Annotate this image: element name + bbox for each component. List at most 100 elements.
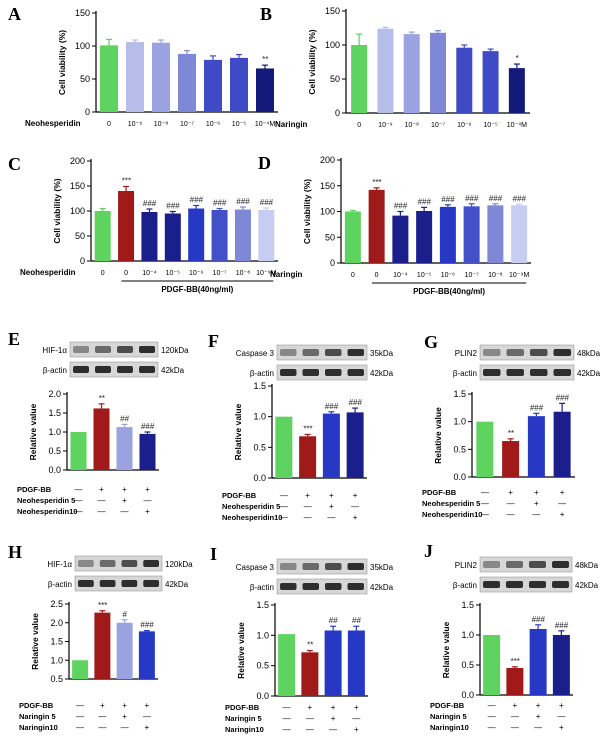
y-tick-label: 50 [75, 231, 85, 241]
significance-label: ### [555, 393, 569, 402]
blot-band [280, 563, 297, 570]
x-tick-label: 10⁻⁵ [232, 121, 246, 128]
y-tick-label: 50 [80, 74, 90, 84]
significance-label: ### [348, 398, 362, 407]
treatment-mark: + [122, 496, 127, 505]
treatment-mark: + [534, 499, 539, 508]
blot-band [95, 366, 111, 373]
significance-label: ### [213, 199, 227, 208]
x-tick-label: 10⁻⁴M [255, 121, 275, 128]
blot-band [302, 369, 319, 376]
x-tick-label: 10⁻⁴ [142, 270, 157, 277]
blot-band [121, 560, 138, 567]
bar [527, 416, 545, 477]
blot-band [302, 349, 319, 356]
bar [430, 32, 446, 114]
x-tick-label: 10⁻⁷ [431, 122, 445, 129]
x-axis-label: Neohesperidin [25, 119, 81, 128]
bar [204, 59, 222, 112]
bar [552, 635, 570, 695]
treatment-mark: — [352, 714, 360, 723]
bar [344, 211, 361, 263]
treatment-mark: — [304, 513, 312, 522]
y-tick-label: 1.5 [461, 600, 474, 610]
bar [377, 28, 394, 113]
blot-band [325, 369, 342, 376]
panel-j: J 0.0 0.5 1.0 1.5 Relative value *** ### ### PDGF… [424, 541, 599, 732]
significance-label: ### [465, 194, 479, 203]
group-label: PDGF-BB(40ng/ml) [161, 285, 233, 294]
significance-label: ### [190, 196, 204, 205]
significance-label: ** [307, 641, 314, 650]
blot-band [302, 563, 319, 570]
y-tick-label: 50 [330, 74, 340, 84]
bar [116, 622, 133, 679]
treatment-label: PDGF-BB [19, 701, 54, 710]
y-axis-label: Relative value [441, 621, 451, 678]
treatment-label: Neohesperidin10 [422, 510, 482, 519]
treatment-mark: — [351, 502, 359, 511]
blot-band [552, 581, 569, 588]
x-tick-label: 10⁻⁷ [465, 272, 479, 279]
treatment-mark: — [98, 507, 106, 516]
blot-strip [69, 361, 159, 378]
treatment-label: PDGF-BB [17, 485, 52, 494]
bar [178, 53, 196, 112]
y-tick-label: 0.0 [253, 473, 266, 483]
treatment-mark: — [488, 723, 496, 732]
bar [483, 635, 501, 695]
bar [502, 441, 520, 477]
significance-label: ### [394, 202, 408, 211]
blot-band [506, 581, 523, 588]
significance-label: ** [508, 429, 515, 438]
y-tick-label: 150 [320, 181, 335, 191]
blot-band [347, 369, 364, 376]
blot-band [325, 583, 342, 590]
treatment-mark: + [329, 491, 334, 500]
y-axis-label: Relative value [236, 622, 246, 679]
bar [152, 42, 170, 113]
x-tick-label: 0 [375, 272, 379, 279]
y-tick-label: 150 [325, 6, 340, 16]
significance-label: ### [489, 194, 503, 203]
treatment-mark: + [559, 723, 564, 732]
bar [139, 433, 156, 470]
bar [508, 68, 525, 113]
significance-label: *** [510, 657, 520, 666]
x-tick-label: 0 [351, 272, 355, 279]
y-tick-label: 200 [320, 155, 335, 165]
panel-c: C 0 50 100 150 200 Cell viability (%) 0 *** 0 ### 1… [8, 154, 278, 294]
blot-protein-label: HIF-1α [42, 346, 67, 355]
bar [275, 416, 293, 478]
bar [278, 634, 296, 696]
treatment-mark: — [76, 723, 84, 732]
treatment-mark: + [99, 485, 104, 494]
treatment-mark: — [507, 510, 515, 519]
treatment-mark: + [508, 488, 513, 497]
bar [93, 408, 110, 470]
bar [126, 42, 144, 112]
treatment-mark: — [144, 496, 152, 505]
significance-label: ### [531, 615, 545, 624]
blot-strip [74, 575, 163, 592]
treatment-label: PDGF-BB [225, 703, 260, 712]
x-axis-label: Neohesperidin [20, 268, 76, 277]
blot-band [95, 346, 111, 353]
significance-label: ### [166, 202, 180, 211]
y-tick-label: 1.5 [50, 637, 63, 647]
treatment-mark: + [305, 491, 310, 500]
bar [553, 411, 571, 477]
treatment-label: Neohesperidin10 [222, 513, 282, 522]
y-tick-label: 0.5 [453, 444, 466, 454]
bar [403, 34, 420, 114]
treatment-mark: + [536, 701, 541, 710]
y-tick-label: 1.0 [453, 417, 466, 427]
panel-letter: B [260, 4, 272, 24]
treatment-label: Naringin10 [430, 723, 469, 732]
treatment-label: Neohesperidin 5 [17, 496, 75, 505]
blot-protein-label: β-actin [43, 366, 67, 375]
bar [368, 189, 385, 263]
x-tick-label: 10⁻⁹ [378, 122, 392, 129]
significance-label: ### [236, 197, 250, 206]
x-tick-label: 10⁻⁴ [393, 272, 408, 279]
